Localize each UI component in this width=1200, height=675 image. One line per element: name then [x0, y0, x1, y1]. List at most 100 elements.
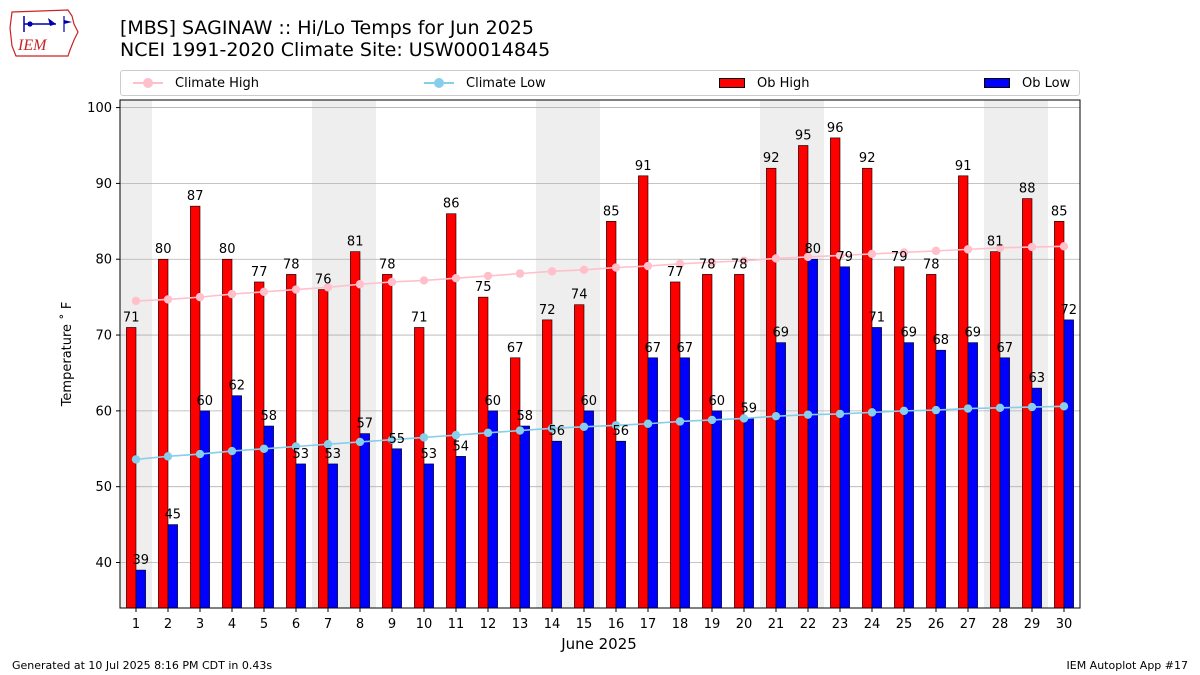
climate-low-point [227, 446, 237, 456]
climate-low-point [515, 426, 525, 435]
ob-low-bar [647, 357, 658, 609]
climate-high-point [323, 283, 333, 292]
y-tick-label: 40 [95, 556, 112, 571]
climate-low-point [611, 421, 621, 430]
climate-high-point [899, 248, 909, 257]
ob-low-bar [263, 425, 274, 609]
x-tick-label: 17 [640, 617, 657, 632]
ob-low-value-label: 60 [485, 394, 502, 409]
x-tick-label: 23 [832, 617, 849, 632]
ob-high-value-label: 67 [507, 341, 524, 356]
ob-high-value-label: 81 [987, 235, 1004, 250]
ob-low-value-label: 56 [613, 424, 630, 439]
chart-title: [MBS] SAGINAW :: Hi/Lo Temps for Jun 202… [120, 17, 550, 61]
chart-legend: Climate High Climate Low Ob High Ob Low [120, 70, 1080, 96]
legend-item-ob-high: Ob High [719, 71, 810, 95]
ob-low-bar [231, 395, 242, 609]
climate-low-point [675, 417, 685, 426]
logo-text: IEM [17, 37, 48, 54]
climate-high-point [547, 267, 557, 276]
ob-high-value-label: 95 [795, 128, 812, 143]
climate-high-point [739, 256, 749, 265]
x-tick-label: 28 [992, 617, 1009, 632]
climate-high-point [451, 273, 461, 283]
ob-high-value-label: 72 [539, 303, 556, 318]
climate-low-point [995, 403, 1005, 413]
ob-low-value-label: 45 [165, 508, 182, 523]
ob-high-value-label: 74 [571, 288, 588, 303]
ob-low-bar [775, 342, 786, 609]
ob-low-bar [935, 349, 946, 609]
x-tick-label: 30 [1056, 617, 1073, 632]
ob-low-value-label: 53 [325, 447, 342, 462]
climate-high-point [419, 276, 429, 285]
ob-high-value-label: 96 [827, 121, 844, 136]
x-tick-label: 20 [736, 617, 753, 632]
climate-high-point [675, 259, 685, 268]
climate-high-point [387, 277, 397, 287]
climate-low-point [899, 406, 909, 416]
climate-low-point [1059, 402, 1069, 411]
climate-high-point [611, 263, 621, 272]
climate-low-point [419, 433, 429, 442]
autoplot-app-label: IEM Autoplot App #17 [1066, 659, 1189, 672]
ob-high-value-label: 92 [859, 151, 876, 166]
ob-low-value-label: 59 [741, 401, 758, 416]
climate-low-point [355, 437, 365, 447]
ob-high-bar [542, 319, 553, 609]
climate-high-swatch [133, 78, 163, 88]
climate-low-point [803, 410, 813, 419]
ob-low-value-label: 67 [997, 341, 1014, 356]
x-tick-label: 27 [960, 617, 977, 632]
climate-high-point [131, 296, 141, 306]
climate-low-point [483, 428, 493, 438]
ob-low-value-label: 69 [773, 326, 790, 341]
ob-high-bar [798, 145, 809, 609]
ob-low-bar [807, 258, 818, 609]
climate-high-point [707, 258, 717, 267]
ob-low-value-label: 56 [549, 424, 566, 439]
ob-low-value-label: 80 [805, 242, 822, 257]
ob-low-bar [167, 524, 178, 609]
ob-low-bar [551, 440, 562, 609]
ob-high-value-label: 81 [347, 235, 364, 250]
y-axis-label: Temperature ˚ F [59, 302, 75, 408]
title-line-1: [MBS] SAGINAW :: Hi/Lo Temps for Jun 202… [120, 17, 534, 39]
x-tick-label: 16 [608, 617, 625, 632]
ob-high-bar [1054, 221, 1065, 609]
ob-low-swatch [984, 78, 1010, 88]
legend-item-ob-low: Ob Low [984, 71, 1070, 95]
legend-label-ob-high: Ob High [757, 75, 810, 91]
ob-high-value-label: 78 [699, 257, 716, 272]
climate-low-point [387, 435, 397, 444]
ob-high-bar [286, 274, 297, 609]
y-tick-label: 80 [95, 253, 112, 268]
climate-high-point [803, 252, 813, 262]
climate-high-point [995, 243, 1005, 253]
ob-high-value-label: 80 [219, 242, 236, 257]
climate-high-point [195, 292, 205, 302]
ob-low-value-label: 58 [517, 409, 534, 424]
ob-high-value-label: 85 [1051, 204, 1068, 219]
ob-high-bar [958, 175, 969, 609]
x-tick-label: 7 [324, 617, 332, 632]
climate-high-point [163, 295, 173, 304]
ob-low-bar [423, 463, 434, 609]
x-tick-label: 14 [544, 617, 561, 632]
x-tick-label: 18 [672, 617, 689, 632]
climate-high-point [867, 249, 877, 259]
climate-high-point [579, 265, 589, 275]
ob-high-value-label: 92 [763, 151, 780, 166]
plot-frame [119, 99, 1081, 609]
climate-high-point [771, 254, 781, 263]
ob-high-bar [670, 281, 681, 609]
ob-low-bar [583, 410, 594, 609]
climate-low-point [451, 430, 461, 440]
climate-low-point [931, 405, 941, 415]
climate-high-point [931, 246, 941, 256]
x-tick-label: 12 [480, 617, 497, 632]
ob-high-swatch [719, 78, 745, 88]
x-tick-label: 11 [448, 617, 465, 632]
ob-low-bar [999, 357, 1010, 609]
ob-high-value-label: 71 [123, 310, 140, 325]
